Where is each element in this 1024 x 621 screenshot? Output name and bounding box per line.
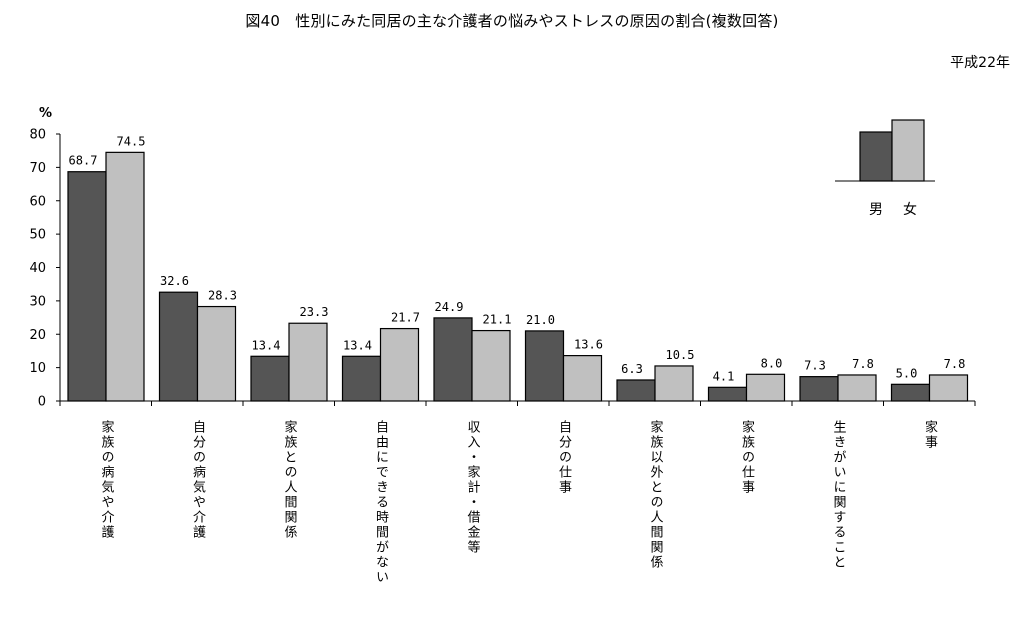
data-label: 7.8	[852, 357, 874, 371]
bar-female	[471, 329, 511, 402]
bar-male	[433, 317, 473, 402]
category-label: 家族の病気や介護	[99, 419, 115, 540]
category-label: 自分の病気や介護	[190, 420, 206, 540]
data-label: 10.5	[666, 348, 695, 362]
bar-female	[105, 151, 145, 402]
bar-female	[196, 305, 237, 402]
bar-male	[707, 386, 748, 402]
bar-female	[745, 373, 786, 402]
bar-female	[928, 374, 969, 402]
category-label: 家族との人間関係	[282, 419, 298, 540]
data-label: 24.9	[435, 300, 464, 314]
data-label: 28.3	[208, 289, 237, 303]
data-label: 21.7	[391, 311, 420, 325]
data-label: 13.4	[343, 338, 372, 352]
data-label: 6.3	[621, 362, 643, 376]
data-label: 23.3	[300, 305, 329, 319]
data-label: 68.7	[69, 154, 98, 168]
y-tick-label: 40	[29, 261, 46, 276]
y-tick-label: 50	[29, 228, 46, 243]
bar-male	[158, 291, 199, 402]
y-tick-label: 20	[29, 328, 46, 343]
bar-male	[890, 383, 931, 402]
legend-label-male: 男	[869, 202, 883, 218]
y-tick-label: 80	[29, 128, 46, 143]
bar-male	[616, 379, 656, 402]
category-label: 収入・家計・借金等	[465, 420, 481, 555]
bar-male	[799, 376, 839, 402]
data-label: 32.6	[160, 274, 189, 288]
chart-title: 図40 性別にみた同居の主な介護者の悩みやストレスの原因の割合(複数回答)	[245, 12, 779, 30]
data-label: 21.1	[483, 313, 512, 327]
data-label: 4.1	[713, 369, 735, 383]
data-label: 7.8	[944, 357, 966, 371]
category-label: 家族以外との人間関係	[648, 419, 664, 570]
bar-female	[654, 365, 694, 402]
y-tick-label: 10	[29, 361, 46, 376]
category-label: 生きがいに関すること	[831, 420, 847, 570]
y-axis-label: %	[39, 106, 52, 121]
bar-female	[837, 374, 877, 402]
category-label: 自由にできる時間がない	[373, 420, 389, 585]
y-tick-label: 70	[29, 161, 46, 176]
bar-female	[288, 322, 328, 402]
data-label: 13.6	[574, 338, 603, 352]
y-tick-label: 30	[29, 294, 46, 309]
bar-male	[250, 355, 290, 402]
bar-female	[379, 327, 420, 402]
legend-swatch-female	[891, 119, 925, 182]
bar-male	[524, 330, 565, 402]
y-tick-label: 60	[29, 194, 46, 209]
data-label: 13.4	[252, 338, 281, 352]
data-label: 5.0	[896, 366, 918, 380]
bar-male	[341, 355, 382, 402]
category-label: 家事	[922, 419, 938, 450]
y-tick-label: 0	[38, 395, 46, 410]
data-label: 8.0	[761, 356, 783, 370]
bar-female	[562, 355, 603, 402]
bar-male	[67, 171, 107, 402]
era-label: 平成22年	[950, 55, 1010, 71]
legend-swatch-male	[859, 131, 893, 182]
data-label: 21.0	[526, 313, 555, 327]
data-label: 74.5	[117, 134, 146, 148]
legend-label-female: 女	[903, 201, 917, 218]
category-label: 自分の仕事	[556, 420, 572, 495]
category-label: 家族の仕事	[739, 419, 755, 495]
data-label: 7.3	[804, 359, 826, 373]
